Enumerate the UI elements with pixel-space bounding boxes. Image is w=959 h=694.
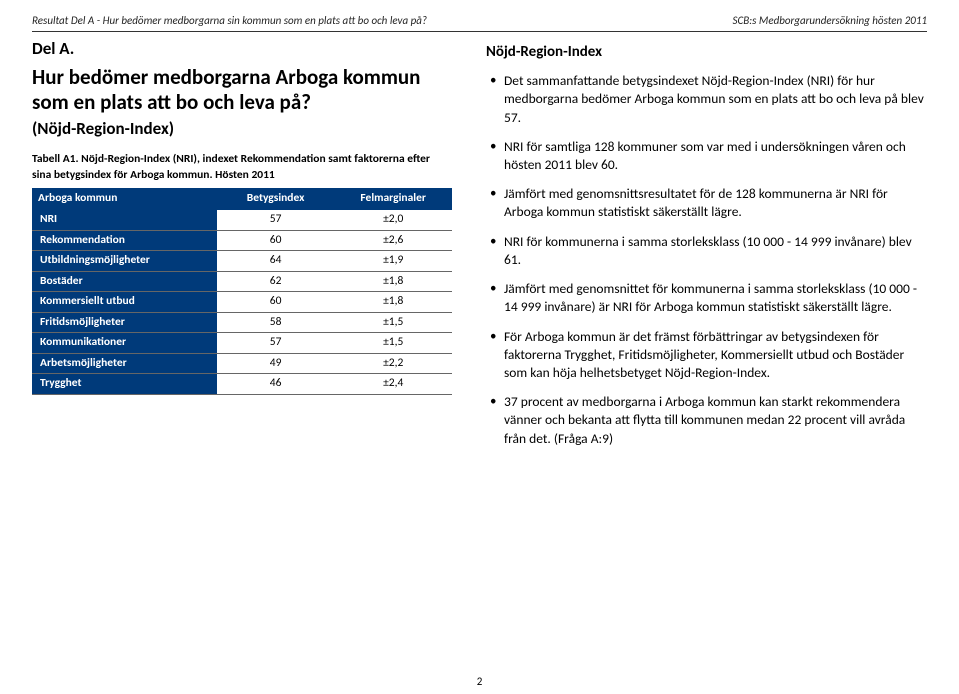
cell-margin: ±2,0: [334, 210, 452, 231]
table-row: Bostäder62±1,8: [32, 271, 452, 292]
two-column-layout: Del A. Hur bedömer medborgarna Arboga ko…: [32, 38, 927, 459]
row-label: Bostäder: [32, 271, 217, 292]
table-row: Fritidsmöjligheter58±1,5: [32, 312, 452, 333]
col-header-margin: Felmarginaler: [334, 188, 452, 210]
table-row: Arbetsmöjligheter49±2,2: [32, 353, 452, 374]
cell-margin: ±1,5: [334, 312, 452, 333]
col-header-index: Betygsindex: [217, 188, 335, 210]
row-label: Utbildningsmöjligheter: [32, 251, 217, 272]
right-column: Nöjd-Region-Index Det sammanfattande bet…: [486, 38, 927, 459]
cell-index: 57: [217, 210, 335, 231]
table-row: Kommersiellt utbud60±1,8: [32, 292, 452, 313]
list-item: För Arboga kommun är det främst förbättr…: [486, 328, 927, 383]
table-caption-line1: Tabell A1. Nöjd-Region-Index (NRI), inde…: [32, 153, 452, 166]
cell-index: 60: [217, 292, 335, 313]
cell-index: 64: [217, 251, 335, 272]
list-item: Det sammanfattande betygsindexet Nöjd-Re…: [486, 72, 927, 127]
cell-margin: ±2,4: [334, 374, 452, 395]
table-row: Trygghet46±2,4: [32, 374, 452, 395]
header-right: SCB:s Medborgarundersökning hösten 2011: [733, 14, 928, 29]
table-row: Utbildningsmöjligheter64±1,9: [32, 251, 452, 272]
left-column: Del A. Hur bedömer medborgarna Arboga ko…: [32, 38, 452, 395]
header-rule: [32, 31, 927, 32]
cell-margin: ±1,8: [334, 292, 452, 313]
row-label: Arbetsmöjligheter: [32, 353, 217, 374]
cell-index: 46: [217, 374, 335, 395]
page-title: Hur bedömer medborgarna Arboga kommun so…: [32, 65, 452, 116]
list-item: Jämfört med genomsnittsresultatet för de…: [486, 185, 927, 221]
cell-margin: ±2,6: [334, 230, 452, 251]
nri-table: Arboga kommun Betygsindex Felmarginaler …: [32, 188, 452, 395]
page-number: 2: [477, 675, 483, 690]
table-caption-line2: sina betygsindex för Arboga kommun. Höst…: [32, 168, 452, 184]
section-label: Del A.: [32, 38, 452, 61]
bullet-list: Det sammanfattande betygsindexet Nöjd-Re…: [486, 72, 927, 448]
row-label: NRI: [32, 210, 217, 231]
page-subtitle: (Nöjd-Region-Index): [32, 118, 452, 141]
running-header: Resultat Del A - Hur bedömer medborgarna…: [32, 14, 927, 29]
list-item: Jämfört med genomsnittet för kommunerna …: [486, 280, 927, 316]
row-label: Rekommendation: [32, 230, 217, 251]
table-header-row: Arboga kommun Betygsindex Felmarginaler: [32, 188, 452, 210]
row-label: Kommunikationer: [32, 333, 217, 354]
list-item: NRI för samtliga 128 kommuner som var me…: [486, 138, 927, 174]
list-item: NRI för kommunerna i samma storleksklass…: [486, 233, 927, 269]
right-heading: Nöjd-Region-Index: [486, 42, 927, 62]
cell-index: 49: [217, 353, 335, 374]
cell-margin: ±2,2: [334, 353, 452, 374]
cell-index: 62: [217, 271, 335, 292]
header-left: Resultat Del A - Hur bedömer medborgarna…: [32, 14, 427, 29]
cell-index: 60: [217, 230, 335, 251]
table-row: NRI57±2,0: [32, 210, 452, 231]
list-item: 37 procent av medborgarna i Arboga kommu…: [486, 393, 927, 448]
col-header-name: Arboga kommun: [32, 188, 217, 210]
row-label: Kommersiellt utbud: [32, 292, 217, 313]
cell-index: 58: [217, 312, 335, 333]
table-row: Kommunikationer57±1,5: [32, 333, 452, 354]
cell-margin: ±1,5: [334, 333, 452, 354]
row-label: Fritidsmöjligheter: [32, 312, 217, 333]
cell-index: 57: [217, 333, 335, 354]
cell-margin: ±1,9: [334, 251, 452, 272]
row-label: Trygghet: [32, 374, 217, 395]
table-row: Rekommendation60±2,6: [32, 230, 452, 251]
cell-margin: ±1,8: [334, 271, 452, 292]
table-body: NRI57±2,0Rekommendation60±2,6Utbildnings…: [32, 210, 452, 395]
